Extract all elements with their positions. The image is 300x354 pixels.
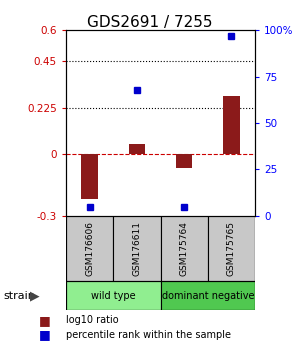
Text: GSM176606: GSM176606 bbox=[85, 221, 94, 276]
Text: wild type: wild type bbox=[91, 291, 136, 301]
Text: GSM175764: GSM175764 bbox=[180, 221, 189, 276]
Bar bbox=[129, 144, 145, 154]
Bar bbox=[223, 96, 240, 154]
Text: dominant negative: dominant negative bbox=[161, 291, 254, 301]
Bar bbox=[113, 216, 160, 281]
Text: strain: strain bbox=[3, 291, 35, 301]
Bar bbox=[208, 216, 255, 281]
Bar bbox=[160, 216, 208, 281]
Text: log10 ratio: log10 ratio bbox=[66, 315, 118, 325]
Bar bbox=[160, 281, 255, 310]
Text: GSM176611: GSM176611 bbox=[132, 221, 141, 276]
Text: ▶: ▶ bbox=[30, 289, 39, 302]
Text: ■: ■ bbox=[39, 328, 51, 341]
Text: ■: ■ bbox=[39, 314, 51, 327]
Text: percentile rank within the sample: percentile rank within the sample bbox=[66, 330, 231, 339]
Text: GDS2691 / 7255: GDS2691 / 7255 bbox=[87, 15, 213, 30]
Bar bbox=[81, 154, 98, 199]
Bar bbox=[176, 154, 192, 169]
Bar bbox=[66, 281, 160, 310]
Bar bbox=[66, 216, 113, 281]
Text: GSM175765: GSM175765 bbox=[227, 221, 236, 276]
